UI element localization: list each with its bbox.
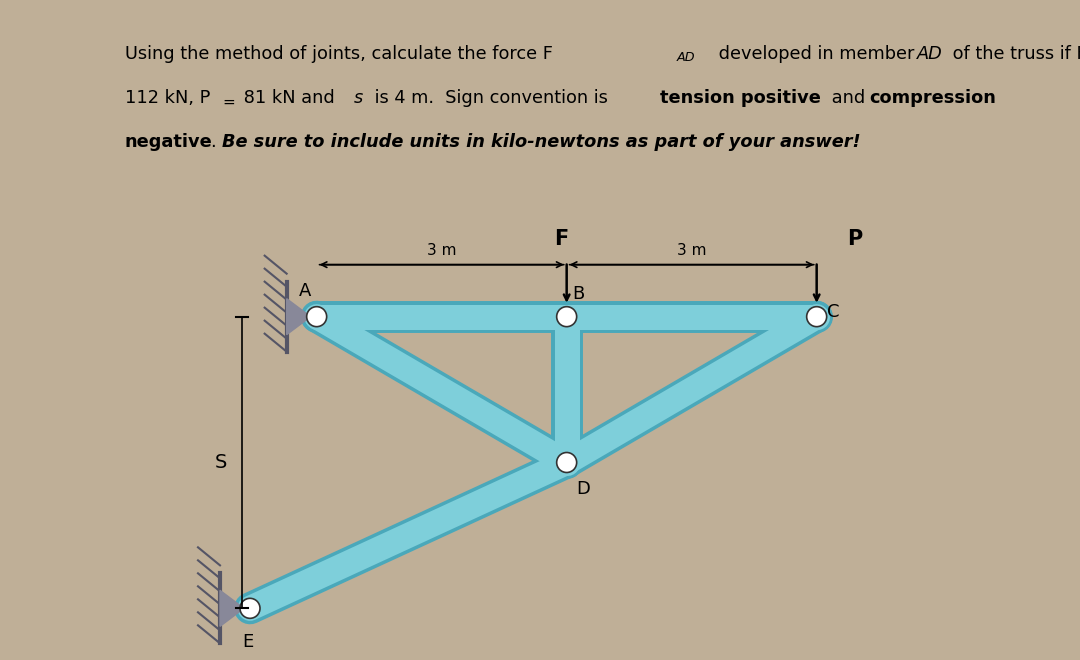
Text: =: = <box>222 95 234 110</box>
Text: AD: AD <box>917 45 943 63</box>
Text: C: C <box>826 303 839 321</box>
Text: AD: AD <box>677 51 696 64</box>
Polygon shape <box>220 590 244 626</box>
Text: E: E <box>242 634 254 651</box>
Text: 81 kN and: 81 kN and <box>238 89 340 107</box>
Text: P: P <box>847 228 862 249</box>
Text: B: B <box>572 284 585 303</box>
Text: D: D <box>577 480 591 498</box>
Circle shape <box>556 453 577 473</box>
Text: of the truss if F =: of the truss if F = <box>947 45 1080 63</box>
Text: and: and <box>826 89 870 107</box>
Polygon shape <box>286 299 311 335</box>
Text: developed in member: developed in member <box>713 45 920 63</box>
Circle shape <box>807 307 826 327</box>
Text: 112 kN, P: 112 kN, P <box>125 89 211 107</box>
Text: 3 m: 3 m <box>677 243 706 257</box>
Circle shape <box>240 599 260 618</box>
Text: 3 m: 3 m <box>427 243 457 257</box>
Text: .: . <box>211 133 222 151</box>
Text: tension positive: tension positive <box>660 89 821 107</box>
Text: s: s <box>354 89 363 107</box>
Circle shape <box>556 307 577 327</box>
Circle shape <box>307 307 326 327</box>
Text: compression: compression <box>869 89 996 107</box>
Text: is 4 m.  Sign convention is: is 4 m. Sign convention is <box>369 89 613 107</box>
Text: A: A <box>299 282 312 300</box>
Text: Using the method of joints, calculate the force F: Using the method of joints, calculate th… <box>125 45 553 63</box>
Text: negative: negative <box>125 133 213 151</box>
Text: S: S <box>214 453 227 472</box>
Text: F: F <box>554 228 569 249</box>
Text: Be sure to include units in kilo-newtons as part of your answer!: Be sure to include units in kilo-newtons… <box>222 133 861 151</box>
